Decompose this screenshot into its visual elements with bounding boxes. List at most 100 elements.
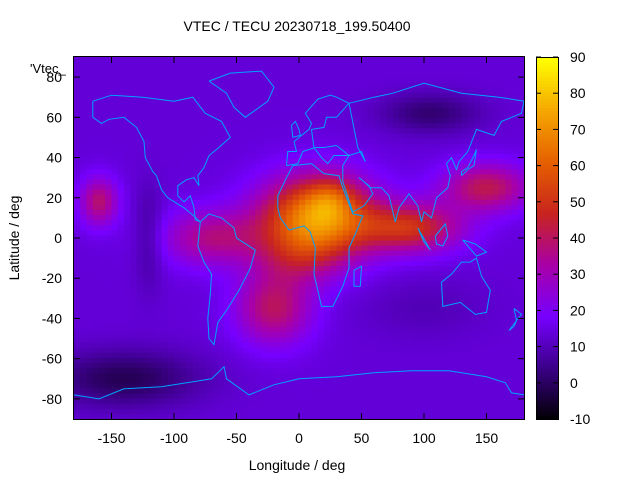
heatmap-cell <box>392 276 400 282</box>
heatmap-cell <box>336 67 344 73</box>
heatmap-cell <box>349 102 356 109</box>
heatmap-cell <box>186 174 194 180</box>
heatmap-cell <box>167 230 175 237</box>
heatmap-cell <box>411 92 419 99</box>
heatmap-cell <box>180 322 188 328</box>
heatmap-cell <box>130 102 138 109</box>
heatmap-cell <box>380 220 388 226</box>
heatmap-cell <box>467 143 475 150</box>
heatmap-cell <box>486 250 494 257</box>
heatmap-cell <box>480 357 488 364</box>
heatmap-cell <box>242 337 250 344</box>
heatmap-cell <box>349 388 356 395</box>
heatmap-cell <box>136 408 144 415</box>
heatmap-cell <box>317 215 325 221</box>
heatmap-cell <box>311 291 319 298</box>
heatmap-cell <box>74 347 81 354</box>
heatmap-cell <box>517 240 525 247</box>
heatmap-cell <box>324 169 331 175</box>
heatmap-cell <box>230 260 238 267</box>
heatmap-cell <box>442 352 450 359</box>
heatmap-cell <box>99 250 106 257</box>
heatmap-cell <box>449 57 456 63</box>
heatmap-cell <box>461 311 469 318</box>
heatmap-cell <box>342 311 350 318</box>
heatmap-cell <box>299 82 306 89</box>
heatmap-cell <box>355 398 363 405</box>
heatmap-cell <box>517 286 525 293</box>
heatmap-cell <box>199 260 206 267</box>
heatmap-cell <box>224 204 231 211</box>
heatmap-cell <box>480 317 488 323</box>
heatmap-cell <box>386 383 394 390</box>
heatmap-cell <box>99 357 106 364</box>
heatmap-cell <box>436 322 444 328</box>
heatmap-cell <box>224 322 231 328</box>
heatmap-cell <box>336 204 344 211</box>
heatmap-cell <box>199 398 206 405</box>
heatmap-cell <box>236 408 244 415</box>
heatmap-cell <box>117 250 125 257</box>
heatmap-cell <box>386 306 394 313</box>
heatmap-cell <box>292 123 300 129</box>
heatmap-cell <box>267 271 275 277</box>
heatmap-cell <box>417 184 425 191</box>
heatmap-cell <box>480 118 488 124</box>
heatmap-cell <box>261 194 269 201</box>
heatmap-cell <box>367 281 375 288</box>
heatmap-cell <box>442 266 450 272</box>
heatmap-cell <box>430 107 438 114</box>
heatmap-cell <box>199 393 206 400</box>
heatmap-cell <box>224 301 231 308</box>
heatmap-cell <box>311 230 319 237</box>
heatmap-cell <box>424 301 431 308</box>
heatmap-cell <box>386 266 394 272</box>
heatmap-cell <box>155 347 163 354</box>
heatmap-cell <box>405 107 413 114</box>
heatmap-cell <box>142 266 150 272</box>
heatmap-cell <box>267 337 275 344</box>
heatmap-cell <box>499 255 506 262</box>
heatmap-cell <box>80 342 88 349</box>
heatmap-cell <box>261 220 269 226</box>
heatmap-cell <box>117 82 125 89</box>
heatmap-cell <box>505 204 513 211</box>
heatmap-cell <box>374 317 381 323</box>
heatmap-cell <box>299 92 306 99</box>
heatmap-cell <box>342 123 350 129</box>
heatmap-cell <box>317 271 325 277</box>
heatmap-cell <box>424 138 431 145</box>
heatmap-cell <box>499 281 506 288</box>
heatmap-cell <box>411 133 419 140</box>
heatmap-cell <box>217 194 225 201</box>
heatmap-cell <box>486 378 494 384</box>
heatmap-cell <box>449 97 456 104</box>
heatmap-cell <box>324 230 331 237</box>
heatmap-cell <box>342 317 350 323</box>
heatmap-cell <box>449 133 456 140</box>
heatmap-cell <box>255 209 263 216</box>
heatmap-cell <box>486 102 494 109</box>
heatmap-cell <box>186 204 194 211</box>
heatmap-cell <box>399 393 406 400</box>
heatmap-cell <box>180 240 188 247</box>
heatmap-cell <box>124 281 131 288</box>
heatmap-cell <box>86 143 94 150</box>
heatmap-cell <box>174 337 181 344</box>
heatmap-cell <box>255 347 263 354</box>
heatmap-cell <box>517 393 525 400</box>
heatmap-cell <box>286 123 294 129</box>
heatmap-cell <box>336 158 344 165</box>
heatmap-cell <box>292 322 300 328</box>
heatmap-cell <box>424 143 431 150</box>
heatmap-cell <box>280 148 288 155</box>
heatmap-cell <box>367 373 375 379</box>
heatmap-cell <box>455 322 463 328</box>
heatmap-cell <box>311 266 319 272</box>
heatmap-cell <box>274 102 281 109</box>
heatmap-cell <box>261 332 269 339</box>
heatmap-cell <box>417 301 425 308</box>
heatmap-cell <box>417 291 425 298</box>
heatmap-cell <box>142 255 150 262</box>
heatmap-cell <box>461 342 469 349</box>
